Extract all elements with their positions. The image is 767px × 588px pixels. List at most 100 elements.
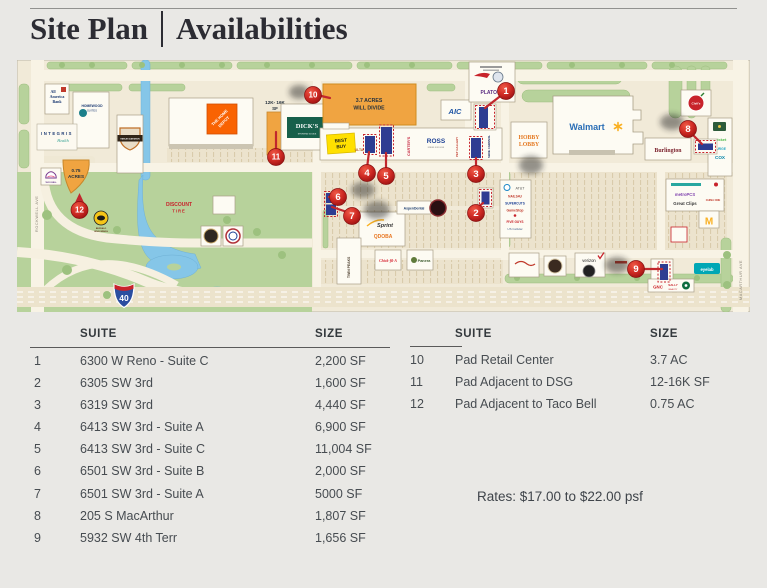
marker-12: 12 [70,193,89,219]
suite-column-header: SUITE [80,328,117,340]
homewood-duck-icon [79,109,87,117]
carters-label: CARTER'S [407,136,411,156]
marker-9: 9 [627,260,645,278]
suite-5-highlight [379,124,394,157]
pad-3-7-acres: 3.7 ACRES WILL DIVIDE [322,83,417,126]
suite-9-highlight [657,261,671,283]
svg-text:WILD WINGS: WILD WINGS [94,231,108,233]
svg-text:BUY: BUY [336,144,346,150]
svg-text:QDOBA: QDOBA [374,234,393,240]
integris-health: INTEGRIS Health [36,123,78,151]
marker-2: 2 [467,204,485,222]
walmart-spark-icon [613,121,623,132]
svg-text:TWIN PEAKS: TWIN PEAKS [347,256,351,278]
svg-text:10: 10 [309,91,318,100]
att-globe-icon [503,184,511,191]
svg-text:Bank: Bank [52,99,62,104]
availability-table-left: SUITE SIZE 1 6300 W Reno - Suite C 2,200 S… [30,321,390,549]
svg-text:11: 11 [272,153,281,162]
svg-text:0.75: 0.75 [72,168,81,173]
svg-text:Chili's: Chili's [692,102,701,106]
round-restaurant-badge-icon [429,199,447,217]
svg-text:NAILS4U: NAILS4U [508,195,522,199]
marker-3: 3 [467,165,485,183]
svg-text:Walmart: Walmart [569,122,604,132]
svg-text:BUFFALO: BUFFALO [96,227,107,230]
eyelab-sign [694,263,720,274]
page-title: Site Plan Availabilities [30,11,348,47]
markers: 1 2 3 4 5 6 7 8 9 10 11 12 [70,82,697,278]
svg-text:DICK'S: DICK'S [296,123,319,130]
table-row: 6 6501 SW 3rd - Suite B 2,000 SF [34,464,366,479]
pond-island [167,263,181,271]
availability-table-right: SUITE SIZE 10 Pad Retail Center 3.7 AC 11 P… [410,321,732,415]
badge-pads [200,225,244,247]
svg-text:HOMEWOOD: HOMEWOOD [81,104,103,108]
home-depot-logo [206,103,238,135]
marker-6: 6 [329,188,347,206]
dark-round-logo-icon [203,228,219,244]
ulta-label: ULTA [355,148,364,152]
site-plan-map: 40 All America Bank HOMEWOOD SUITES [16,59,751,313]
svg-text:AT&T: AT&T [516,187,526,191]
round-badge-icon [492,71,504,83]
table-row: 9 5932 SW 4th Terr 1,656 SF [34,530,366,545]
metro-cluster: metroPCS Great Clips CHINA ONE [665,178,725,212]
size-column-header: SIZE [650,328,678,340]
red-blue-round-logo-icon [225,228,241,244]
suite-4-highlight [363,134,377,155]
svg-text:1: 1 [503,86,509,97]
marker-11: 11 [267,148,285,166]
svg-text:US Cellular: US Cellular [507,227,522,231]
page-title-left: Site Plan [30,11,148,46]
svg-text:eyelab: eyelab [700,267,713,272]
marker-10: 10 [304,86,322,104]
best-buy-logo: BEST BUY [326,132,357,155]
svg-text:metroPCS: metroPCS [675,192,695,197]
svg-text:DRESS FOR LESS: DRESS FOR LESS [428,147,445,149]
svg-text:4: 4 [364,168,370,179]
verizon-check-icon [597,252,605,260]
svg-text:WILL DIVIDE: WILL DIVIDE [353,106,385,112]
table-row: 4 6413 SW 3rd - Suite A 6,900 SF [34,420,366,435]
panera-icon [411,257,417,263]
svg-text:BEST: BEST [335,138,348,144]
table-row: 5 6413 SW 3rd - Suite C 11,004 SF [34,442,372,457]
suite-3-highlight [469,136,483,160]
taco-bell: TACO BELL [40,167,62,186]
table-header: SUITE SIZE [30,321,390,348]
interstate-label: 40 [119,293,129,303]
title-divider [160,11,163,47]
table-row: 11 Pad Adjacent to DSG 12-16K SF [410,375,710,390]
table-row: 8 205 S MacArthur 1,807 SF [34,508,366,523]
chilis: Chili's [680,89,712,117]
svg-text:SALLY: SALLY [668,283,678,287]
svg-text:7: 7 [349,211,354,222]
chilis-pepper-icon [687,94,705,112]
macarthur-ave-label: MACARTHUR AVE [739,260,743,300]
svg-text:ACRES: ACRES [68,174,84,179]
svg-text:PLATO'S: PLATO'S [480,90,502,96]
hobby-lobby: HOBBY LOBBY [510,121,548,159]
red-wing-icon [474,72,490,78]
att-strip: AT&T NAILS4U SUPERCUTS GameStop FIVE GUY… [499,179,532,239]
suite-1-highlight [473,103,497,131]
marker-4: 4 [358,164,376,182]
svg-text:cricket: cricket [714,137,727,142]
svg-text:INTEGRIS: INTEGRIS [41,131,73,136]
suite-column-header: SUITE [455,328,492,340]
svg-text:HOBBY: HOBBY [519,135,541,141]
site-plan-svg: 40 All America Bank HOMEWOOD SUITES [16,59,751,313]
svg-text:5: 5 [383,171,389,182]
gnc-label: GNC [653,285,664,290]
svg-text:COX: COX [715,155,726,160]
svg-text:Great Clips: Great Clips [673,201,697,206]
svg-text:TIRE: TIRE [172,209,186,214]
sprint-swoosh-icon [366,219,385,227]
table-row: 7 6501 SW 3rd - Suite A 5000 SF [34,486,363,501]
svg-text:DISCOUNT: DISCOUNT [166,202,192,208]
marker-7: 7 [343,207,361,225]
ross-label: ROSS [427,138,446,145]
svg-text:Health: Health [56,138,68,143]
